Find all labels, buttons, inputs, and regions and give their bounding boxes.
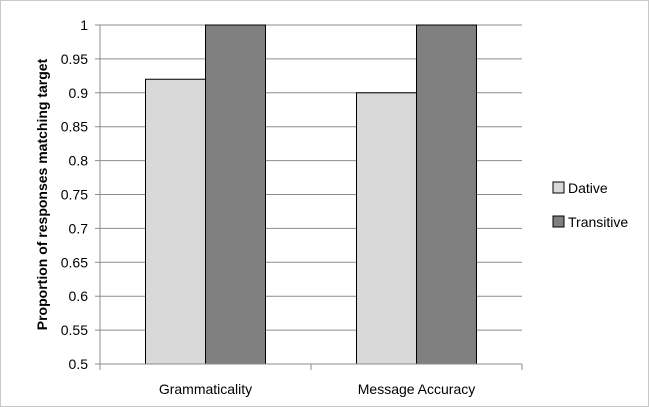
x-category-label: Message Accuracy bbox=[358, 381, 476, 397]
y-axis-title: Proportion of responses matching target bbox=[34, 58, 50, 330]
y-tick-label: 0.7 bbox=[69, 220, 89, 236]
y-tick-label: 0.8 bbox=[69, 153, 89, 169]
x-category-labels: Grammaticality Message Accuracy bbox=[99, 364, 523, 397]
legend: Dative Transitive bbox=[552, 180, 628, 230]
legend-label-dative: Dative bbox=[568, 180, 608, 196]
bars bbox=[145, 24, 477, 365]
bar-transitive-grammaticality bbox=[205, 24, 266, 365]
y-tick-label: 0.75 bbox=[61, 187, 88, 203]
y-tick-label: 0.5 bbox=[69, 356, 89, 372]
y-tick-label: 0.6 bbox=[69, 288, 89, 304]
y-tick-label: 0.65 bbox=[61, 254, 88, 270]
bar-transitive-message-accuracy bbox=[416, 24, 477, 365]
y-tick-label: 0.55 bbox=[61, 322, 88, 338]
y-tick-labels: 0.5 0.55 0.6 0.65 0.7 0.75 0.8 0.85 0.9 0.95 1 bbox=[61, 17, 88, 372]
y-tick-label: 1 bbox=[80, 17, 88, 33]
bar-dative-grammaticality bbox=[145, 78, 206, 365]
y-tick-label: 0.9 bbox=[69, 85, 89, 101]
legend-swatch-dative bbox=[552, 181, 565, 194]
bar-dative-message-accuracy bbox=[356, 92, 417, 365]
y-tick-label: 0.95 bbox=[61, 51, 88, 67]
legend-label-transitive: Transitive bbox=[568, 214, 628, 230]
legend-swatch-transitive bbox=[552, 215, 565, 228]
x-category-label: Grammaticality bbox=[159, 381, 252, 397]
y-tick-label: 0.85 bbox=[61, 119, 88, 135]
